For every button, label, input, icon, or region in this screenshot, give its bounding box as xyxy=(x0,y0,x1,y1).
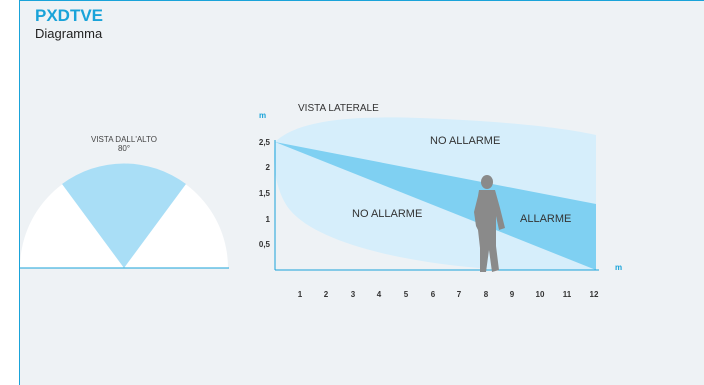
x-tick: 2 xyxy=(323,290,329,299)
y-tick: 2,5 xyxy=(258,138,270,147)
x-tick: 11 xyxy=(562,290,572,299)
zone-label-lower: NO ALLARME xyxy=(352,208,423,220)
x-tick: 7 xyxy=(456,290,462,299)
y-tick: 2 xyxy=(265,163,270,172)
y-tick: 1 xyxy=(265,215,270,224)
x-axis-unit: m xyxy=(615,263,623,272)
top-view-sector xyxy=(62,163,186,268)
x-tick: 10 xyxy=(535,290,545,299)
x-tick: 8 xyxy=(483,290,489,299)
x-tick: 5 xyxy=(403,290,409,299)
top-view-angle: 80° xyxy=(117,144,131,153)
y-tick: 1,5 xyxy=(258,189,270,198)
top-view-title: VISTA DALL'ALTO xyxy=(91,135,157,144)
product-title: PXDTVE xyxy=(35,6,104,25)
y-tick: 0,5 xyxy=(258,240,270,249)
x-tick: 1 xyxy=(297,290,303,299)
x-tick: 3 xyxy=(350,290,356,299)
person-silhouette xyxy=(474,175,505,272)
x-tick: 12 xyxy=(589,290,599,299)
side-view-title: VISTA LATERALE xyxy=(298,103,379,114)
y-axis-unit: m xyxy=(259,111,267,120)
top-rule xyxy=(19,0,704,1)
x-tick: 6 xyxy=(430,290,436,299)
product-subtitle: Diagramma xyxy=(35,26,103,41)
zone-label-alarm: ALLARME xyxy=(520,213,572,225)
x-tick: 4 xyxy=(376,290,382,299)
x-tick: 9 xyxy=(509,290,515,299)
side-view-beam xyxy=(275,142,596,270)
zone-label-upper: NO ALLARME xyxy=(430,135,501,147)
